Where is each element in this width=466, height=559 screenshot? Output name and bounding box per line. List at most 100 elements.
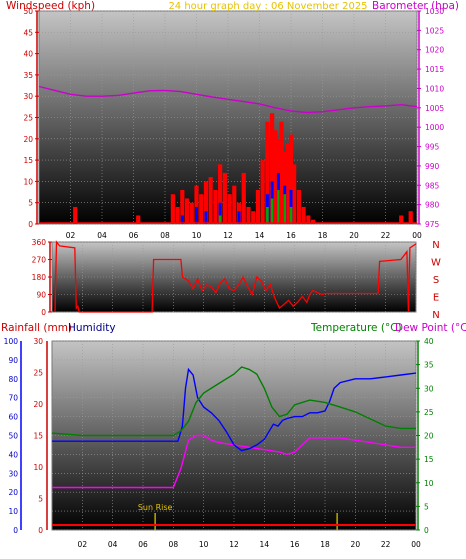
wind-bar-0 — [310, 219, 316, 224]
wind-bar-0 — [260, 160, 265, 224]
humidity-tick-label: 80 — [8, 375, 18, 384]
humidity-axis-title: Humidity — [68, 322, 116, 334]
wind-bar-0 — [136, 215, 141, 224]
temperature-tick-label: 35 — [424, 361, 434, 370]
windspeed-tick-label: 45 — [23, 28, 33, 37]
rainfall-axis-title: Rainfall (mm) — [1, 322, 72, 334]
windspeed-tick-label: 25 — [23, 114, 33, 123]
x-tick-label: 02 — [66, 231, 76, 240]
windspeed-tick-label: 20 — [23, 135, 33, 144]
x-tick-label: 06 — [129, 231, 139, 240]
temperature-tick-label: 40 — [424, 337, 434, 346]
humidity-tick-label: 60 — [8, 413, 18, 422]
wind-bar-2 — [218, 215, 222, 224]
x-tick-label: 16 — [286, 231, 296, 240]
direction-tick-label: 0 — [41, 308, 46, 317]
x-tick-label: 10 — [199, 540, 209, 549]
wind-bar-0 — [180, 189, 185, 224]
wind-bar-0 — [279, 121, 284, 224]
temperature-tick-label: 10 — [424, 479, 434, 488]
windspeed-tick-label: 10 — [23, 177, 33, 186]
wind-bar-0 — [301, 206, 306, 224]
x-tick-label: 02 — [78, 540, 88, 549]
graph-date-title: 24 hour graph day : 06 November 2025 — [168, 1, 367, 12]
windspeed-tick-label: 40 — [23, 50, 33, 59]
wind-bar-0 — [232, 185, 237, 224]
wind-bar-0 — [175, 206, 180, 224]
wind-direction-line — [54, 240, 417, 313]
barometer-line — [38, 85, 418, 114]
rainfall-tick-label: 20 — [33, 400, 43, 409]
windspeed-tick-label: 15 — [23, 156, 33, 165]
barometer-tick-label: 975 — [425, 220, 440, 229]
wind-bar-1 — [180, 215, 184, 224]
rainfall-tick-label: 5 — [38, 495, 43, 504]
rainfall-tick-label: 10 — [33, 463, 43, 472]
x-tick-label: 12 — [229, 540, 239, 549]
x-tick-label: 06 — [138, 540, 148, 549]
barometer-tick-label: 1015 — [425, 65, 444, 74]
x-tick-label: 20 — [349, 231, 359, 240]
direction-tick-label: 180 — [32, 273, 47, 282]
direction-tick-label: 360 — [32, 238, 47, 247]
wind-bar-0 — [265, 121, 270, 224]
humidity-tick-label: 30 — [8, 469, 18, 478]
barometer-tick-label: 1010 — [425, 84, 444, 93]
rainfall-tick-label: 30 — [33, 337, 43, 346]
wind-bar-1 — [289, 189, 293, 224]
wind-bar-0 — [408, 211, 413, 224]
wind-bar-0 — [246, 206, 251, 224]
humidity-tick-label: 90 — [8, 356, 18, 365]
x-tick-label: 00 — [411, 540, 421, 549]
x-tick-label: 08 — [160, 231, 170, 240]
direction-tick-label: 270 — [32, 256, 47, 265]
compass-label: S — [433, 275, 439, 286]
wind-bar-0 — [184, 198, 190, 224]
temperature-tick-label: 15 — [424, 455, 434, 464]
temperature-line — [51, 366, 416, 437]
rainfall-tick-label: 15 — [33, 432, 43, 441]
wind-bar-1 — [204, 211, 208, 224]
barometer-axis-title: Barometer (hpa) — [372, 0, 459, 12]
x-tick-label: 12 — [223, 231, 233, 240]
wind-bar-0 — [288, 134, 294, 224]
wind-bar-0 — [270, 113, 275, 224]
barometer-tick-label: 1000 — [425, 123, 444, 132]
wind-bar-1 — [237, 211, 241, 224]
windspeed-tick-label: 50 — [23, 7, 33, 16]
wind-bar-0 — [170, 194, 175, 224]
wind-bar-1 — [218, 202, 222, 224]
x-tick-label: 08 — [169, 540, 179, 549]
wind-bar-0 — [273, 130, 278, 224]
wind-bar-0 — [208, 177, 213, 224]
wind-bar-0 — [285, 143, 290, 224]
windspeed-tick-label: 5 — [28, 199, 33, 208]
barometer-tick-label: 985 — [425, 181, 440, 190]
x-tick-label: 16 — [290, 540, 300, 549]
compass-label: N — [432, 240, 439, 251]
x-tick-label: 14 — [260, 540, 270, 549]
barometer-tick-label: 1020 — [425, 46, 444, 55]
windspeed-tick-label: 0 — [28, 220, 33, 229]
wind-bar-0 — [213, 189, 218, 224]
barometer-tick-label: 980 — [425, 201, 440, 210]
wind-bar-0 — [292, 164, 297, 224]
x-tick-label: 20 — [351, 540, 361, 549]
wind-bar-0 — [73, 206, 78, 224]
wind-bar-0 — [199, 194, 204, 224]
wind-bar-0 — [241, 172, 246, 224]
x-tick-label: 22 — [381, 231, 391, 240]
x-tick-label: 04 — [97, 231, 107, 240]
direction-tick-label: 90 — [36, 291, 46, 300]
wind-bar-0 — [251, 211, 256, 224]
humidity-tick-label: 20 — [8, 488, 18, 497]
wind-bar-2 — [266, 206, 269, 224]
windspeed-tick-label: 35 — [23, 71, 33, 80]
humidity-tick-label: 40 — [8, 450, 18, 459]
wind-bar-2 — [270, 198, 274, 224]
dewpoint-axis-title: Dew Point (°C) — [395, 322, 466, 334]
temperature-tick-label: 30 — [424, 384, 434, 393]
wind-bar-0 — [255, 189, 261, 224]
